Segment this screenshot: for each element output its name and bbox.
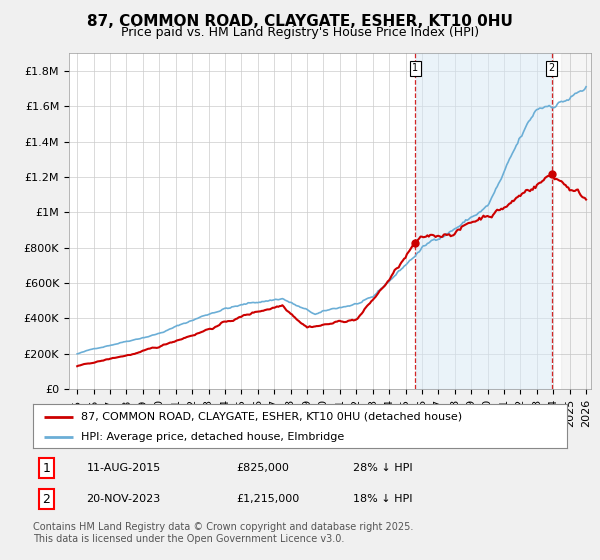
- Text: 87, COMMON ROAD, CLAYGATE, ESHER, KT10 0HU: 87, COMMON ROAD, CLAYGATE, ESHER, KT10 0…: [87, 14, 513, 29]
- Text: 20-NOV-2023: 20-NOV-2023: [86, 494, 161, 505]
- Text: 28% ↓ HPI: 28% ↓ HPI: [353, 463, 413, 473]
- Text: 87, COMMON ROAD, CLAYGATE, ESHER, KT10 0HU (detached house): 87, COMMON ROAD, CLAYGATE, ESHER, KT10 0…: [81, 412, 462, 422]
- Text: HPI: Average price, detached house, Elmbridge: HPI: Average price, detached house, Elmb…: [81, 432, 344, 442]
- Text: 11-AUG-2015: 11-AUG-2015: [86, 463, 161, 473]
- Text: Contains HM Land Registry data © Crown copyright and database right 2025.
This d: Contains HM Land Registry data © Crown c…: [33, 522, 413, 544]
- Text: £825,000: £825,000: [236, 463, 289, 473]
- Bar: [562, 53, 594, 389]
- Text: 1: 1: [412, 63, 418, 73]
- Text: £1,215,000: £1,215,000: [236, 494, 299, 505]
- Bar: [562, 53, 594, 389]
- Text: Price paid vs. HM Land Registry's House Price Index (HPI): Price paid vs. HM Land Registry's House …: [121, 26, 479, 39]
- Text: 2: 2: [43, 493, 50, 506]
- Text: 2: 2: [548, 63, 555, 73]
- Text: 18% ↓ HPI: 18% ↓ HPI: [353, 494, 413, 505]
- Text: 1: 1: [43, 462, 50, 475]
